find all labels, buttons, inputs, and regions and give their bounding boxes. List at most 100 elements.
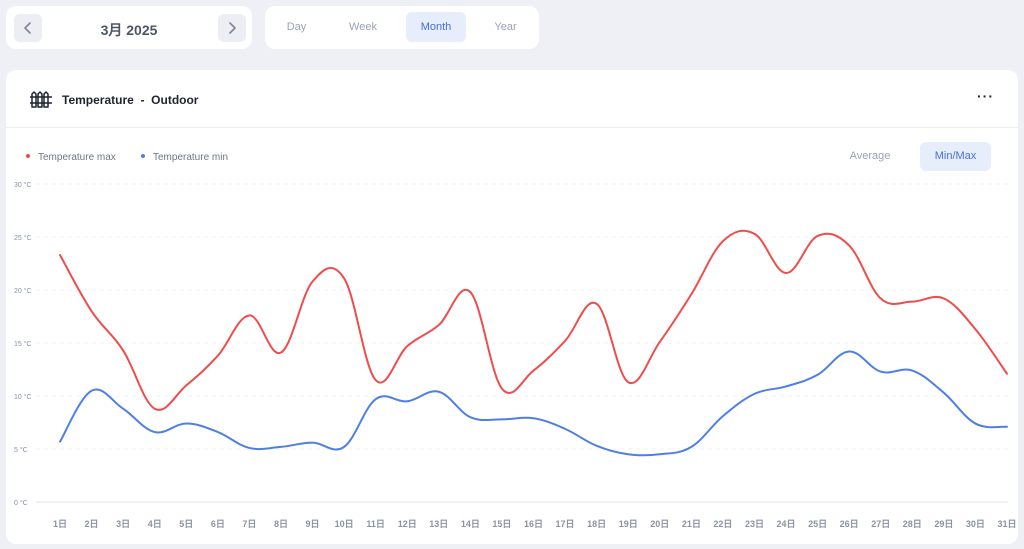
data-point-min <box>373 397 378 402</box>
x-tick-label: 29日 <box>934 519 953 529</box>
data-point-min <box>815 372 820 377</box>
x-tick-label: 27日 <box>871 519 890 529</box>
x-tick-label: 26日 <box>840 519 859 529</box>
data-point-min <box>752 391 757 396</box>
x-tick-label: 19日 <box>619 519 638 529</box>
x-tick-label: 10日 <box>335 519 354 529</box>
data-point-max <box>626 380 631 385</box>
x-tick-label: 1日 <box>53 519 67 529</box>
temperature-chart: 0 °C 5 °C 10 °C 15 °C 20 °C 25 °C 30 °C 1日 2日 3日 4… <box>14 181 1017 529</box>
data-point-max <box>247 313 252 318</box>
data-point-max <box>405 344 410 349</box>
chevron-left-icon <box>24 22 31 34</box>
tab-week[interactable]: Week <box>349 21 377 33</box>
data-point-min <box>310 440 315 445</box>
x-tick-label: 15日 <box>492 519 511 529</box>
y-tick-label: 15 °C <box>14 340 32 348</box>
mode-minmax-button[interactable]: Min/Max <box>920 142 991 171</box>
data-point-max <box>594 301 599 306</box>
more-options-button[interactable]: ··· <box>977 88 994 104</box>
x-tick-label: 5日 <box>179 519 193 529</box>
title-metric: Temperature <box>62 93 134 107</box>
data-point-max <box>910 299 915 304</box>
y-tick-label: 10 °C <box>14 393 32 401</box>
data-point-max <box>310 279 315 284</box>
data-point-min <box>531 416 536 421</box>
legend-item-max[interactable]: Temperature max <box>26 152 116 163</box>
data-point-max <box>342 276 347 281</box>
data-point-max <box>531 368 536 373</box>
data-point-max <box>1005 371 1010 376</box>
y-tick-label: 0 °C <box>14 499 28 507</box>
y-tick-label: 20 °C <box>14 287 32 295</box>
data-point-min <box>878 369 883 374</box>
legend-dot-min <box>141 154 145 159</box>
x-tick-label: 14日 <box>461 519 480 529</box>
data-point-max <box>373 378 378 383</box>
card-title: Temperature - Outdoor <box>62 93 198 107</box>
title-separator: - <box>140 93 145 107</box>
data-point-max <box>720 239 725 244</box>
x-tick-label: 11日 <box>366 519 385 529</box>
y-tick-label: 30 °C <box>14 181 32 189</box>
series-line-max <box>59 229 1008 411</box>
date-navigator: 3月 2025 <box>6 6 252 49</box>
x-tick-label: 28日 <box>903 519 922 529</box>
card-header: Temperature - Outdoor ··· <box>6 70 1018 128</box>
tab-year[interactable]: Year <box>494 21 517 33</box>
x-tick-label: 24日 <box>777 519 796 529</box>
mode-average-button[interactable]: Average <box>849 150 891 162</box>
data-point-max <box>657 339 662 344</box>
data-point-min <box>784 384 789 389</box>
x-tick-label: 9日 <box>306 519 320 529</box>
data-point-max <box>278 350 283 355</box>
x-tick-label: 13日 <box>429 519 448 529</box>
fence-icon <box>30 91 52 108</box>
data-point-max <box>499 386 504 391</box>
data-point-max <box>563 338 568 343</box>
data-point-min <box>121 406 126 411</box>
data-point-max <box>436 322 441 327</box>
data-point-min <box>247 445 252 450</box>
data-point-max <box>689 292 694 297</box>
previous-month-button[interactable] <box>14 14 42 42</box>
period-tabs: Day Week Month Year <box>265 6 539 49</box>
data-point-max <box>941 296 946 301</box>
tab-month[interactable]: Month <box>406 12 466 42</box>
data-point-min <box>626 452 631 457</box>
legend-label-min: Temperature min <box>153 152 229 163</box>
x-tick-label: 3日 <box>116 519 130 529</box>
data-point-min <box>58 439 63 444</box>
data-point-min <box>499 417 504 422</box>
data-point-max <box>121 348 126 353</box>
x-tick-label: 30日 <box>966 519 985 529</box>
current-month-label: 3月 2025 <box>100 22 158 38</box>
data-point-min <box>152 430 157 435</box>
data-point-min <box>941 390 946 395</box>
data-point-min <box>184 421 189 426</box>
data-point-max <box>815 233 820 238</box>
data-point-min <box>405 399 410 404</box>
title-location: Outdoor <box>151 93 199 107</box>
data-point-min <box>1005 424 1010 429</box>
data-point-min <box>436 389 441 394</box>
data-point-max <box>184 383 189 388</box>
legend-item-min[interactable]: Temperature min <box>141 152 228 163</box>
x-tick-label: 17日 <box>556 519 575 529</box>
x-tick-label: 2日 <box>85 519 99 529</box>
x-tick-label: 25日 <box>808 519 827 529</box>
x-tick-label: 7日 <box>242 519 256 529</box>
x-tick-label: 31日 <box>997 519 1016 529</box>
data-point-min <box>973 421 978 426</box>
data-point-max <box>847 243 852 248</box>
data-point-min <box>278 444 283 449</box>
data-point-min <box>657 452 662 457</box>
series-line-min <box>59 350 1008 457</box>
data-point-max <box>784 271 789 276</box>
x-tick-label: 4日 <box>148 519 162 529</box>
tab-day[interactable]: Day <box>286 21 307 33</box>
data-point-max <box>58 253 63 258</box>
next-month-button[interactable] <box>218 14 246 42</box>
data-point-max <box>152 406 157 411</box>
legend-label-max: Temperature max <box>38 152 116 163</box>
